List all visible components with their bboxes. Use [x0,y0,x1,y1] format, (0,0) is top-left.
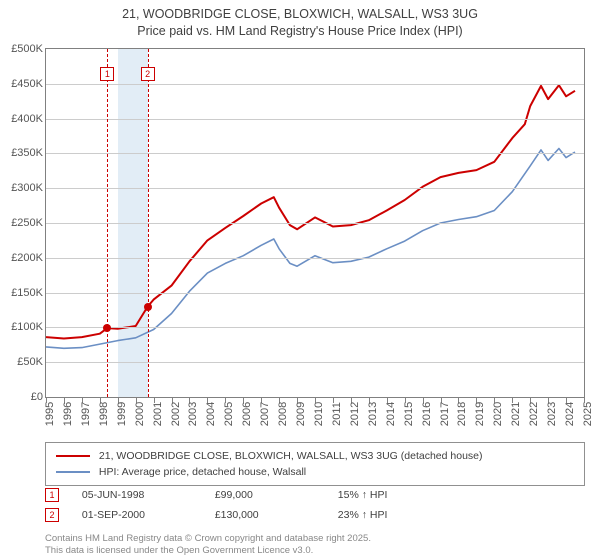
x-axis-label: 2014 [385,399,397,429]
ygrid-line [46,293,584,294]
ygrid-line [46,84,584,85]
title-line-2: Price paid vs. HM Land Registry's House … [0,23,600,40]
ygrid-line [46,153,584,154]
x-axis-label: 2013 [367,399,379,429]
x-axis-label: 1999 [116,399,128,429]
sales-row-1: 1 05-JUN-1998 £99,000 15% ↑ HPI [45,488,585,508]
ygrid-line [46,119,584,120]
x-axis-label: 2008 [277,399,289,429]
legend-label-2: HPI: Average price, detached house, Wals… [99,466,306,478]
y-axis-label: £50K [1,356,43,368]
sale-marker-1: 1 [45,488,59,502]
legend-box: 21, WOODBRIDGE CLOSE, BLOXWICH, WALSALL,… [45,442,585,486]
x-axis-label: 2016 [421,399,433,429]
series-price_paid [46,85,575,338]
x-axis-label: 2004 [205,399,217,429]
x-axis-label: 1996 [62,399,74,429]
x-axis-label: 2000 [134,399,146,429]
y-axis-label: £350K [1,147,43,159]
sale-price-1: £99,000 [215,488,335,502]
x-axis-label: 2001 [152,399,164,429]
chart-plot-area: £0£50K£100K£150K£200K£250K£300K£350K£400… [45,48,585,398]
legend-item-price-paid: 21, WOODBRIDGE CLOSE, BLOXWICH, WALSALL,… [56,449,574,465]
x-axis-label: 2002 [170,399,182,429]
ygrid-line [46,258,584,259]
sales-table: 1 05-JUN-1998 £99,000 15% ↑ HPI 2 01-SEP… [45,488,585,528]
sale-price-2: £130,000 [215,508,335,522]
x-axis-label: 2025 [582,399,594,429]
x-axis-label: 2010 [313,399,325,429]
sale-point-dot [144,303,152,311]
x-axis-label: 2024 [564,399,576,429]
sale-marker-2: 2 [45,508,59,522]
x-axis-label: 2019 [474,399,486,429]
y-axis-label: £300K [1,182,43,194]
x-axis-label: 2009 [295,399,307,429]
x-axis-label: 2015 [403,399,415,429]
x-axis-label: 1995 [44,399,56,429]
x-axis-label: 2020 [492,399,504,429]
y-axis-label: £0 [1,391,43,403]
series-hpi [46,149,575,349]
x-axis-label: 2012 [349,399,361,429]
ygrid-line [46,362,584,363]
x-axis-label: 2007 [259,399,271,429]
x-axis-label: 2003 [187,399,199,429]
x-axis-label: 2022 [528,399,540,429]
attribution-line-2: This data is licensed under the Open Gov… [45,545,371,557]
y-axis-label: £500K [1,43,43,55]
x-axis-label: 1997 [80,399,92,429]
sale-marker-box: 2 [141,67,155,81]
y-axis-label: £450K [1,78,43,90]
sales-row-2: 2 01-SEP-2000 £130,000 23% ↑ HPI [45,508,585,528]
attribution: Contains HM Land Registry data © Crown c… [45,533,371,557]
y-axis-label: £400K [1,113,43,125]
x-axis-label: 1998 [98,399,110,429]
chart-container: 21, WOODBRIDGE CLOSE, BLOXWICH, WALSALL,… [0,0,600,560]
x-axis-label: 2005 [223,399,235,429]
y-axis-label: £250K [1,217,43,229]
ygrid-line [46,223,584,224]
y-axis-label: £100K [1,321,43,333]
title-block: 21, WOODBRIDGE CLOSE, BLOXWICH, WALSALL,… [0,0,600,40]
x-axis-label: 2021 [510,399,522,429]
sale-vs-hpi-2: 23% ↑ HPI [338,508,388,522]
sale-dash-line [148,49,149,397]
y-axis-label: £200K [1,252,43,264]
x-axis-label: 2018 [456,399,468,429]
sale-date-1: 05-JUN-1998 [82,488,212,502]
legend-swatch-blue [56,471,90,473]
x-axis-label: 2011 [331,399,343,429]
sale-vs-hpi-1: 15% ↑ HPI [338,488,388,502]
x-axis-label: 2017 [439,399,451,429]
legend-swatch-red [56,455,90,457]
sale-date-2: 01-SEP-2000 [82,508,212,522]
title-line-1: 21, WOODBRIDGE CLOSE, BLOXWICH, WALSALL,… [0,6,600,23]
x-axis-label: 2006 [241,399,253,429]
sale-dash-line [107,49,108,397]
legend-label-1: 21, WOODBRIDGE CLOSE, BLOXWICH, WALSALL,… [99,450,483,462]
ygrid-line [46,327,584,328]
sale-marker-box: 1 [100,67,114,81]
x-axis-label: 2023 [546,399,558,429]
ygrid-line [46,188,584,189]
y-axis-label: £150K [1,287,43,299]
legend-item-hpi: HPI: Average price, detached house, Wals… [56,465,574,481]
attribution-line-1: Contains HM Land Registry data © Crown c… [45,533,371,545]
sale-point-dot [103,324,111,332]
